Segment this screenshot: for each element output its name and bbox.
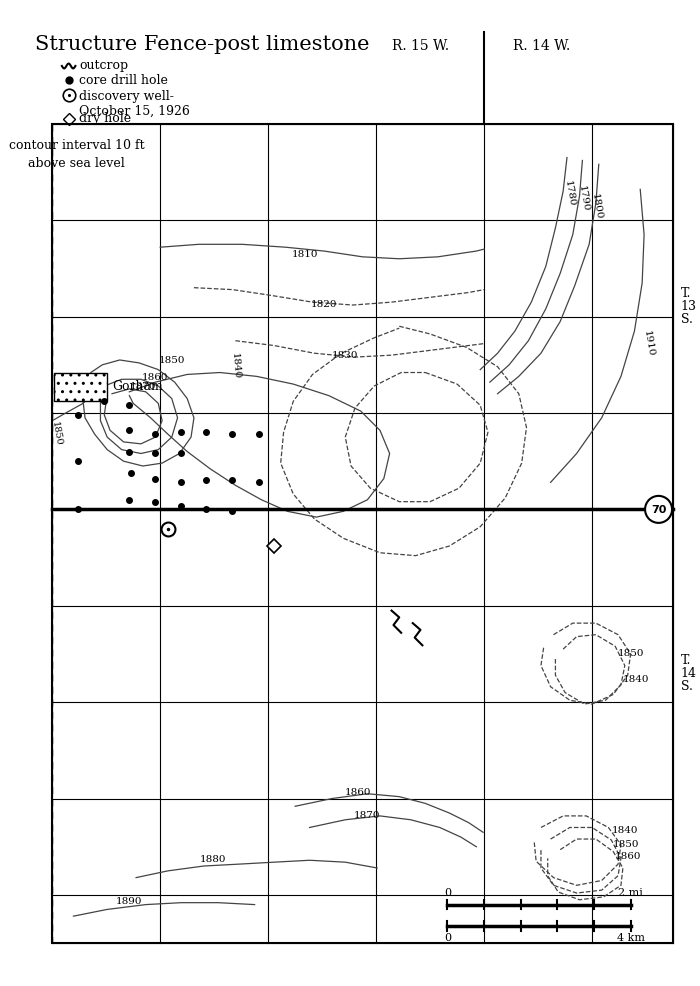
Text: 1870: 1870 xyxy=(130,382,156,390)
Circle shape xyxy=(645,496,672,523)
Text: 1790: 1790 xyxy=(577,185,590,213)
Text: 1810: 1810 xyxy=(291,249,318,258)
Bar xyxy=(54,373,107,401)
Text: 1890: 1890 xyxy=(116,896,143,905)
Text: 1820: 1820 xyxy=(311,300,337,309)
Text: T.
13
S.: T. 13 S. xyxy=(680,288,696,326)
Text: R. 14 W.: R. 14 W. xyxy=(513,39,570,53)
Text: outcrop: outcrop xyxy=(79,59,128,73)
Text: 70: 70 xyxy=(651,506,666,516)
Text: 1860: 1860 xyxy=(142,373,169,383)
Text: 1830: 1830 xyxy=(332,351,358,360)
Text: 1870: 1870 xyxy=(354,810,381,819)
Text: 1850: 1850 xyxy=(50,421,62,447)
Text: core drill hole: core drill hole xyxy=(79,74,168,87)
Bar xyxy=(52,124,673,944)
Text: 0: 0 xyxy=(444,933,451,943)
Text: discovery well-
October 15, 1926: discovery well- October 15, 1926 xyxy=(79,90,190,118)
Text: 1880: 1880 xyxy=(200,855,227,864)
Text: 1800: 1800 xyxy=(590,193,603,221)
Text: 1840: 1840 xyxy=(611,826,638,835)
Text: R. 15 W.: R. 15 W. xyxy=(392,39,449,53)
Text: 1860: 1860 xyxy=(344,788,371,797)
Text: Gorham: Gorham xyxy=(112,380,163,392)
Text: dry hole: dry hole xyxy=(79,112,132,125)
Text: 1850: 1850 xyxy=(613,840,640,849)
Text: 1780: 1780 xyxy=(563,179,577,207)
Text: 0: 0 xyxy=(444,887,451,898)
Text: 1840: 1840 xyxy=(623,674,650,683)
Text: 4 km: 4 km xyxy=(617,933,645,943)
Text: 1850: 1850 xyxy=(618,650,645,659)
Text: 1860: 1860 xyxy=(615,852,642,861)
Text: 1850: 1850 xyxy=(158,356,185,365)
Text: T.
14
S.: T. 14 S. xyxy=(680,654,696,693)
Text: Structure Fence-post limestone: Structure Fence-post limestone xyxy=(35,35,370,54)
Text: 1910: 1910 xyxy=(642,329,656,357)
Text: contour interval 10 ft
above sea level: contour interval 10 ft above sea level xyxy=(8,139,144,171)
Text: 2 mi: 2 mi xyxy=(618,887,643,898)
Text: 1840: 1840 xyxy=(230,352,241,380)
